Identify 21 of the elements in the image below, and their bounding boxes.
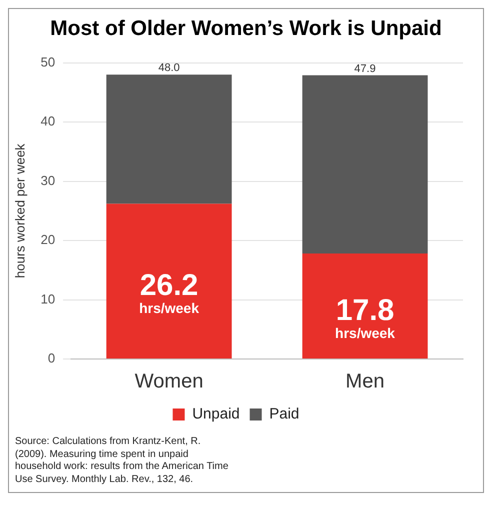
bar [302,75,428,254]
legend-label: Unpaid [192,406,240,423]
legend-label: Paid [269,406,300,423]
bar [106,74,232,204]
y-tick-label: 50 [40,54,56,70]
x-tick-label: Women [134,370,204,393]
bar [106,204,232,358]
y-axis-title: hours worked per week [12,143,28,278]
x-tick-label: Men [346,370,384,393]
bar [302,254,428,358]
data-label: 26.2 hrs/week [139,269,200,316]
source-note: Source: Calculations from Krantz-Kent, R. (2009). Measuring time spent in unpaid household work: results from the American Time Use Survey. Monthly Lab. Rev., 132, 46. [14,435,230,486]
y-tick-label: 40 [40,114,56,129]
chart-title: Most of Older Women’s Work is Unpaid [49,16,443,42]
total-label: 47.9 [354,62,376,75]
y-tick-label: 30 [40,172,56,188]
data-label: 17.8 hrs/week [335,294,396,342]
total-label: 48.0 [158,62,180,74]
y-tick-label: 10 [40,291,56,306]
y-tick-label: 0 [48,350,56,366]
y-tick-label: 20 [40,232,56,248]
